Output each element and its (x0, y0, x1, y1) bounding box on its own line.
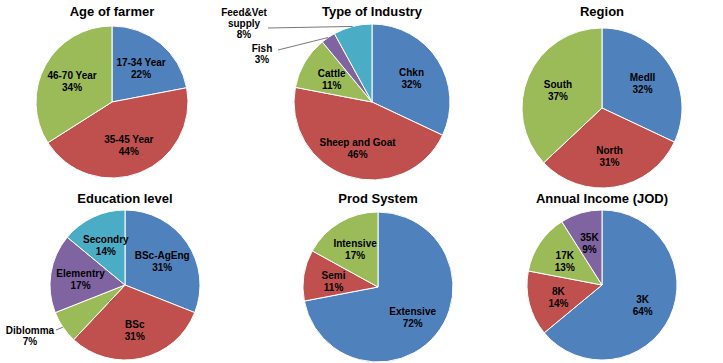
pie-slice (312, 212, 378, 287)
chart-canvas: Age of farmer 17-34 Year22% 35-45 Year44% 4… (0, 0, 723, 363)
value-label: 31% (600, 157, 620, 168)
chart-title: Region (580, 4, 624, 19)
pie-slice (522, 28, 602, 163)
value-label: 22% (131, 69, 151, 80)
labels: Chkn32% Sheep and Goat46% Cattle11% Fish3% F… (221, 7, 424, 160)
value-label: 46% (348, 149, 368, 160)
value-label: 14% (548, 298, 568, 309)
value-label: 37% (548, 91, 568, 102)
leader-line (56, 327, 63, 330)
value-label: 17% (345, 250, 365, 261)
pie-chart: Age of farmer 17-34 Year22% 35-45 Year44% 4… (36, 4, 188, 178)
value-label: 64% (633, 306, 653, 317)
pie-chart: Annual Income (JOD) 3K64% 8K14% 17K13% 35K9% (527, 191, 677, 360)
category-label: 3K (636, 294, 650, 305)
chart-title: Annual Income (JOD) (536, 191, 668, 206)
category-label-part: supply (228, 18, 261, 29)
slices (36, 26, 188, 178)
category-label: BSc (125, 319, 145, 330)
value-label: 34% (62, 82, 82, 93)
value-label: 44% (119, 146, 139, 157)
pie-slice (562, 210, 602, 285)
category-label: South (544, 79, 572, 90)
category-label: Semi (322, 270, 346, 281)
category-label: Diblomma (6, 325, 55, 336)
category-label: 8K (552, 286, 566, 297)
category-label: Chkn (399, 67, 424, 78)
slices (303, 212, 453, 362)
value-label: 11% (322, 80, 342, 91)
category-label: BSc-AgEng (135, 250, 190, 261)
value-label: 8% (237, 29, 252, 40)
category-label: Sheep and Goat (319, 137, 396, 148)
category-label: Intensive (333, 238, 377, 249)
value-label: 7% (23, 336, 38, 347)
slices (522, 28, 682, 188)
leader-line (268, 26, 353, 28)
labels: 17-34 Year22% 35-45 Year44% 46-70 Year34% (47, 57, 165, 158)
value-label: 31% (152, 262, 172, 273)
value-label: 14% (96, 246, 116, 257)
labels: Extensive72% Semi11% Intensive17% (322, 238, 437, 328)
category-label-part: Feed&Vet (221, 7, 267, 18)
pie-chart: Prod System Extensive72% Semi11% Intensive1… (303, 191, 453, 362)
chart-title: Prod System (338, 191, 417, 206)
value-label: 3% (255, 54, 270, 65)
labels: 3K64% 8K14% 17K13% 35K9% (548, 232, 652, 317)
category-label: 35K (580, 232, 599, 243)
chart-title: Type of Industry (322, 4, 423, 19)
value-label: 9% (582, 244, 597, 255)
value-label: 11% (324, 282, 344, 293)
category-label: Fish (252, 43, 273, 54)
category-label: 17K (556, 250, 575, 261)
category-label: Feed&Vetsupply (221, 7, 267, 29)
value-label: 72% (403, 318, 423, 329)
chart-title: Age of farmer (70, 4, 155, 19)
pie-slice (36, 26, 112, 143)
category-label: Cattle (318, 68, 346, 79)
pie-slice (528, 222, 602, 285)
pie-chart: Type of Industry Chkn32% Sheep and Goat46%… (221, 4, 450, 180)
slices (527, 210, 677, 360)
pie-chart: Region Medll32% North31% South37% (522, 4, 682, 188)
category-label: Extensive (389, 306, 436, 317)
category-label: Secondry (83, 234, 129, 245)
category-label: 35-45 Year (104, 134, 153, 145)
labels: BSc-AgEng31%BSc31%Diblomma7%Elementry17%… (6, 234, 190, 347)
category-label: 46-70 Year (47, 70, 96, 81)
slices (294, 24, 450, 180)
category-label: North (596, 145, 623, 156)
value-label: 32% (633, 84, 653, 95)
value-label: 13% (555, 262, 575, 273)
leader-line (278, 37, 328, 50)
value-label: 32% (402, 79, 422, 90)
category-label: Elementry (56, 268, 105, 279)
value-label: 17% (71, 280, 91, 291)
value-label: 31% (125, 331, 145, 342)
pie-chart: Education levelBSc-AgEng31%BSc31%Diblomm… (6, 191, 200, 360)
slices (50, 210, 200, 360)
chart-title: Education level (77, 191, 172, 206)
category-label: Medll (630, 72, 656, 83)
category-label: 17-34 Year (116, 57, 165, 68)
labels: Medll32% North31% South37% (544, 72, 656, 168)
